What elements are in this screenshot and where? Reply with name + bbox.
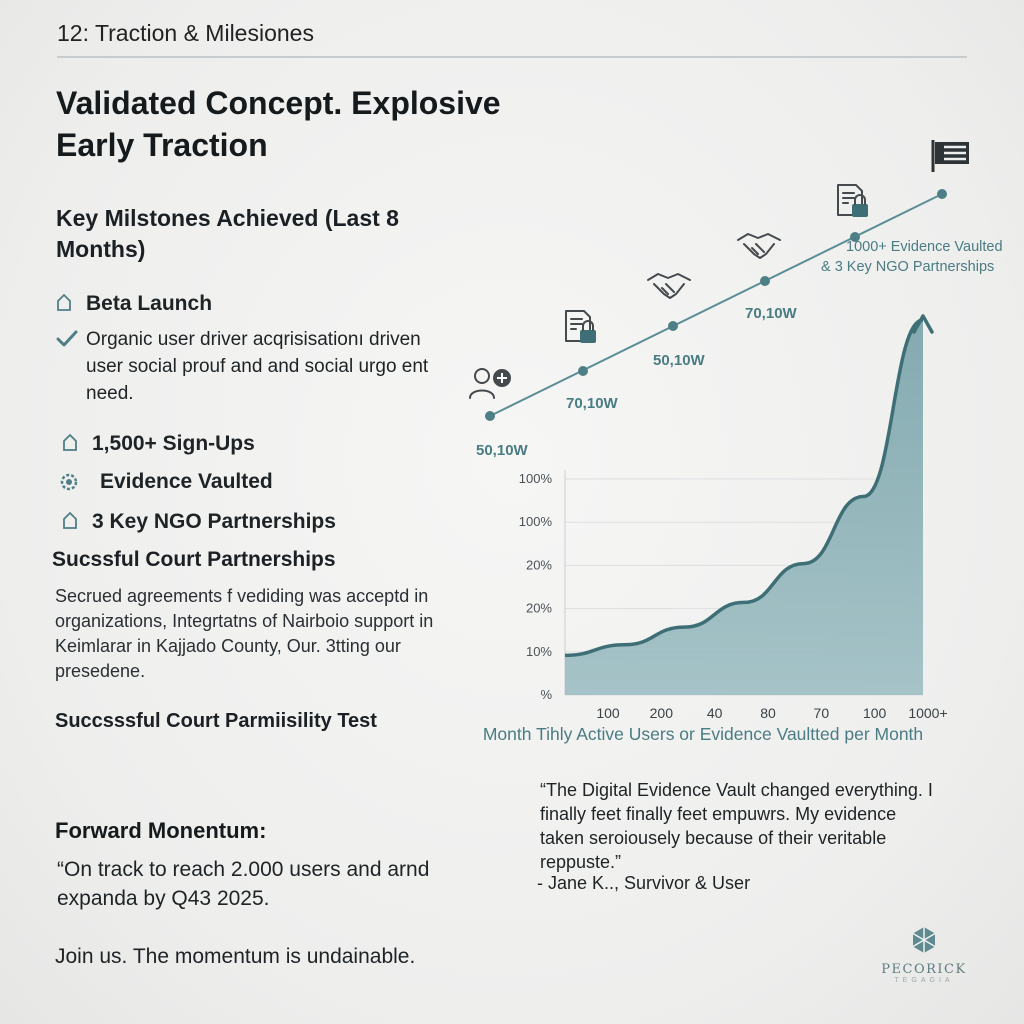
y-tick-label: 20%	[526, 601, 552, 616]
document-lock-icon	[837, 184, 868, 217]
timeline-dot	[578, 366, 588, 376]
closing-line: Join us. The momentum is undainable.	[55, 945, 416, 968]
testimonial-quote: “The Digital Evidence Vault changed ever…	[540, 780, 933, 872]
document-lock-icon	[565, 310, 596, 343]
finish-flag-icon	[931, 140, 969, 172]
area-line	[564, 318, 924, 658]
milestone-item: 1,500+ Sign-Ups	[56, 430, 255, 457]
forward-quote: “On track to reach 2.000 users and arnd …	[57, 858, 430, 910]
x-tick-label: 40	[707, 705, 723, 721]
timeline-label: 50,10W	[476, 442, 529, 459]
x-tick-label: 80	[760, 705, 776, 721]
user-add-icon	[469, 368, 511, 399]
slide-label: 12: Traction & Milesiones	[57, 20, 314, 46]
testimonial-author: - Jane K.., Survivor & User	[537, 873, 751, 893]
milestone-label: 3 Key NGO Partnerships	[92, 510, 336, 533]
milestone-item: Beta Launch	[56, 290, 212, 317]
gear-badge-icon	[56, 468, 100, 493]
home-outline-icon	[56, 290, 86, 311]
y-tick-label: 100%	[519, 471, 553, 486]
timeline-dot	[760, 276, 770, 286]
divider	[57, 56, 967, 58]
area-fill	[565, 320, 923, 695]
x-axis-label: Month Tihly Active Users or Evidence Vau…	[483, 724, 923, 744]
milestone-item: 3 Key NGO Partnerships	[56, 508, 336, 535]
timeline-dot	[937, 189, 947, 199]
checkmark-icon	[56, 326, 86, 348]
timeline-callout-line2: & 3 Key NGO Partnerships	[821, 259, 994, 275]
x-tick-label: 100	[596, 705, 620, 721]
logo-tagline: TEGAGIA	[894, 977, 954, 984]
milestone-label: Evidence Vaulted	[100, 470, 273, 493]
y-tick-label: %	[540, 687, 552, 702]
home-outline-icon	[56, 508, 92, 529]
x-tick-label: 70	[814, 705, 830, 721]
timeline-label: 70,10W	[566, 395, 619, 412]
chart-area	[564, 314, 934, 695]
x-axis-ticks: 100 200 40 80 70 100 1000+	[596, 705, 947, 721]
handshake-icon	[737, 233, 781, 259]
timeline-callout-line1: 1000+ Evidence Vaulted	[846, 239, 1003, 255]
milestone-timeline: 50,10W 70,10W 50,10W 70,10W	[469, 140, 969, 459]
y-tick-label: 100%	[519, 514, 553, 529]
timeline-dot	[850, 232, 860, 242]
x-tick-label: 100	[863, 705, 887, 721]
logo-name: PECORICK	[881, 962, 967, 977]
milestone-item: Evidence Vaulted	[56, 468, 273, 495]
x-tick-label: 1000+	[908, 705, 947, 721]
company-logo: PECORICK TEGAGIA	[872, 925, 976, 984]
timeline-line	[489, 193, 943, 417]
handshake-icon	[647, 273, 691, 299]
court-body: Secrued agreements f vediding was accept…	[55, 586, 434, 681]
timeline-label: 50,10W	[653, 352, 706, 369]
milestone-label: Beta Launch	[86, 292, 213, 315]
forward-heading: Forward Monentum:	[55, 818, 267, 843]
court-heading: Sucssful Court Partnerships	[52, 548, 336, 571]
permissibility-heading: Succsssful Court Parmiisility Test	[55, 710, 377, 732]
milestone-item: Organic user driver acqrisisationı drive…	[56, 326, 441, 407]
x-tick-label: 200	[650, 705, 674, 721]
y-tick-label: 20%	[526, 557, 552, 572]
milestone-label: 1,500+ Sign-Ups	[92, 432, 255, 455]
milestones-heading: Key Milstones Achieved (Last 8 Months)	[56, 205, 399, 262]
home-outline-icon	[56, 430, 92, 451]
page-title: Validated Concept. Explosive Early Tract…	[56, 85, 501, 163]
logo-mark-icon	[912, 927, 936, 953]
timeline-label: 70,10W	[745, 305, 798, 322]
y-tick-label: 10%	[526, 644, 552, 659]
timeline-dot	[668, 321, 678, 331]
arrow-head	[912, 314, 934, 334]
y-axis-ticks: 100% 100% 20% 20% 10%%	[519, 471, 553, 702]
milestone-label: Organic user driver acqrisisationı drive…	[86, 329, 429, 404]
timeline-dot	[485, 411, 495, 421]
